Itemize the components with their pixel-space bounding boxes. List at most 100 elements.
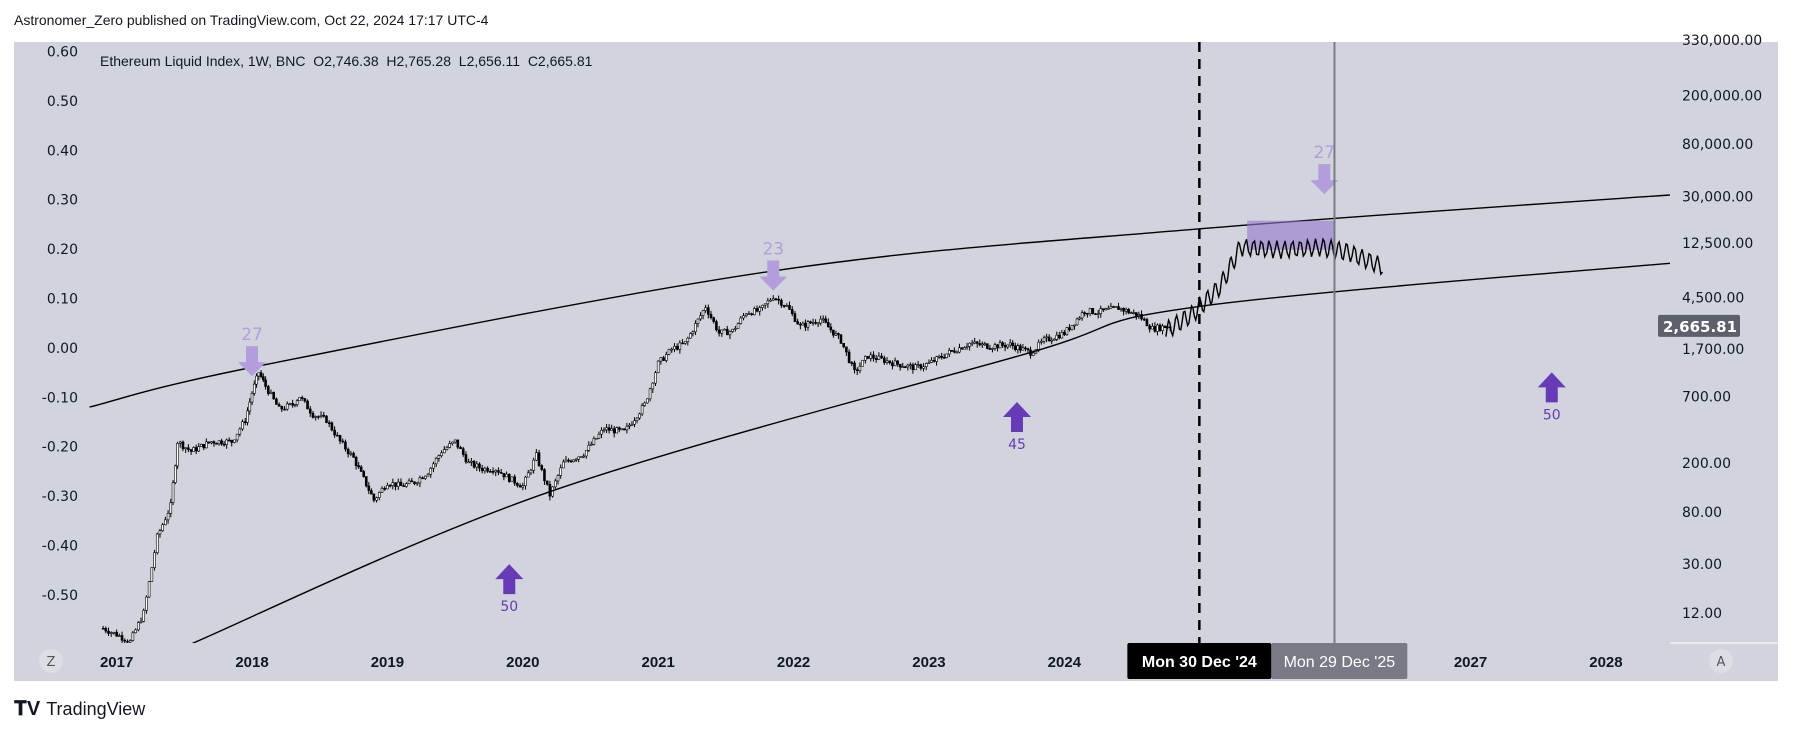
candle <box>869 354 873 359</box>
candle <box>1158 324 1162 331</box>
candle <box>988 348 992 350</box>
arrow-up-annotation: 45 <box>1002 402 1031 453</box>
right-axis-bg <box>1670 42 1778 643</box>
candle <box>396 481 400 487</box>
candle <box>670 348 674 351</box>
candle <box>927 362 931 364</box>
time-axis-tick-label: 2017 <box>100 654 133 671</box>
candle <box>1163 325 1167 329</box>
candle <box>327 422 331 424</box>
candle <box>1013 345 1017 351</box>
candle <box>164 519 167 526</box>
candle <box>625 425 629 431</box>
auto-scale-button-label[interactable]: A <box>1717 655 1726 670</box>
zoom-reset-button[interactable] <box>39 649 63 673</box>
right-axis-tick-label: 4,500.00 <box>1682 290 1744 306</box>
candle <box>919 364 923 369</box>
zoom-reset-button-label[interactable]: Z <box>47 655 56 670</box>
candle <box>259 372 263 377</box>
candle <box>590 443 593 446</box>
candle <box>906 364 910 368</box>
candle <box>755 308 759 312</box>
candle <box>1127 309 1130 314</box>
candle <box>909 364 912 367</box>
candle <box>187 447 190 450</box>
candle <box>681 342 684 345</box>
candle <box>118 635 121 637</box>
candle <box>847 351 851 363</box>
candle <box>295 400 299 405</box>
candle <box>885 360 889 363</box>
candle <box>442 449 446 454</box>
candle <box>120 635 124 641</box>
candle <box>1086 312 1089 315</box>
candle <box>1094 313 1097 315</box>
candle <box>410 480 414 483</box>
candle <box>336 434 339 437</box>
candle <box>1060 332 1064 339</box>
candle <box>1132 312 1136 314</box>
candle <box>980 343 984 346</box>
candle <box>192 447 195 452</box>
candle <box>970 342 974 345</box>
candle <box>199 443 203 447</box>
candle <box>880 355 883 359</box>
candle <box>932 360 936 362</box>
candle <box>505 473 508 478</box>
candle <box>1073 324 1076 327</box>
candle <box>1140 314 1143 320</box>
candle <box>896 360 899 365</box>
candle <box>210 441 213 444</box>
candle <box>654 372 657 384</box>
candle <box>845 346 848 353</box>
candle <box>202 443 206 449</box>
candle <box>166 513 170 521</box>
candle <box>736 323 740 329</box>
candle <box>605 427 608 431</box>
candle <box>153 552 156 568</box>
candle <box>298 397 301 402</box>
candle <box>837 333 840 336</box>
candle <box>415 482 419 485</box>
candle <box>280 406 284 410</box>
candle <box>638 413 641 419</box>
candle <box>494 470 498 473</box>
candle <box>777 298 780 301</box>
candle <box>1065 327 1069 335</box>
candle <box>1031 352 1035 356</box>
left-axis-tick-label: 0.60 <box>47 44 78 60</box>
candle <box>1161 325 1164 331</box>
candle <box>1040 341 1043 343</box>
candle <box>771 298 775 301</box>
candle <box>491 471 495 473</box>
candle <box>235 433 239 441</box>
arrow-down-annotation: 27 <box>1310 143 1339 195</box>
candle <box>1011 342 1015 347</box>
right-axis-tick-label: 80,000.00 <box>1682 137 1753 153</box>
candle <box>832 329 835 336</box>
candle <box>723 328 726 331</box>
candle <box>246 410 249 423</box>
candle <box>402 485 405 487</box>
candle <box>958 347 961 353</box>
candle <box>352 452 355 458</box>
auto-scale-button[interactable] <box>1709 649 1733 673</box>
candle <box>109 632 113 634</box>
candle <box>1080 312 1084 319</box>
candle <box>548 483 552 497</box>
tradingview-logo-icon: 𝐓V <box>14 698 41 720</box>
candle <box>717 329 721 334</box>
candle <box>577 456 580 460</box>
candle <box>704 307 707 311</box>
solid-line-date-badge <box>1271 643 1408 679</box>
candle <box>579 456 583 459</box>
candle <box>225 439 228 445</box>
candle <box>986 343 989 349</box>
candle <box>842 342 845 348</box>
candle <box>1075 318 1079 326</box>
candle <box>115 631 118 637</box>
time-axis-tick-label: 2023 <box>912 654 945 671</box>
candle <box>217 440 221 445</box>
candle <box>233 439 236 443</box>
